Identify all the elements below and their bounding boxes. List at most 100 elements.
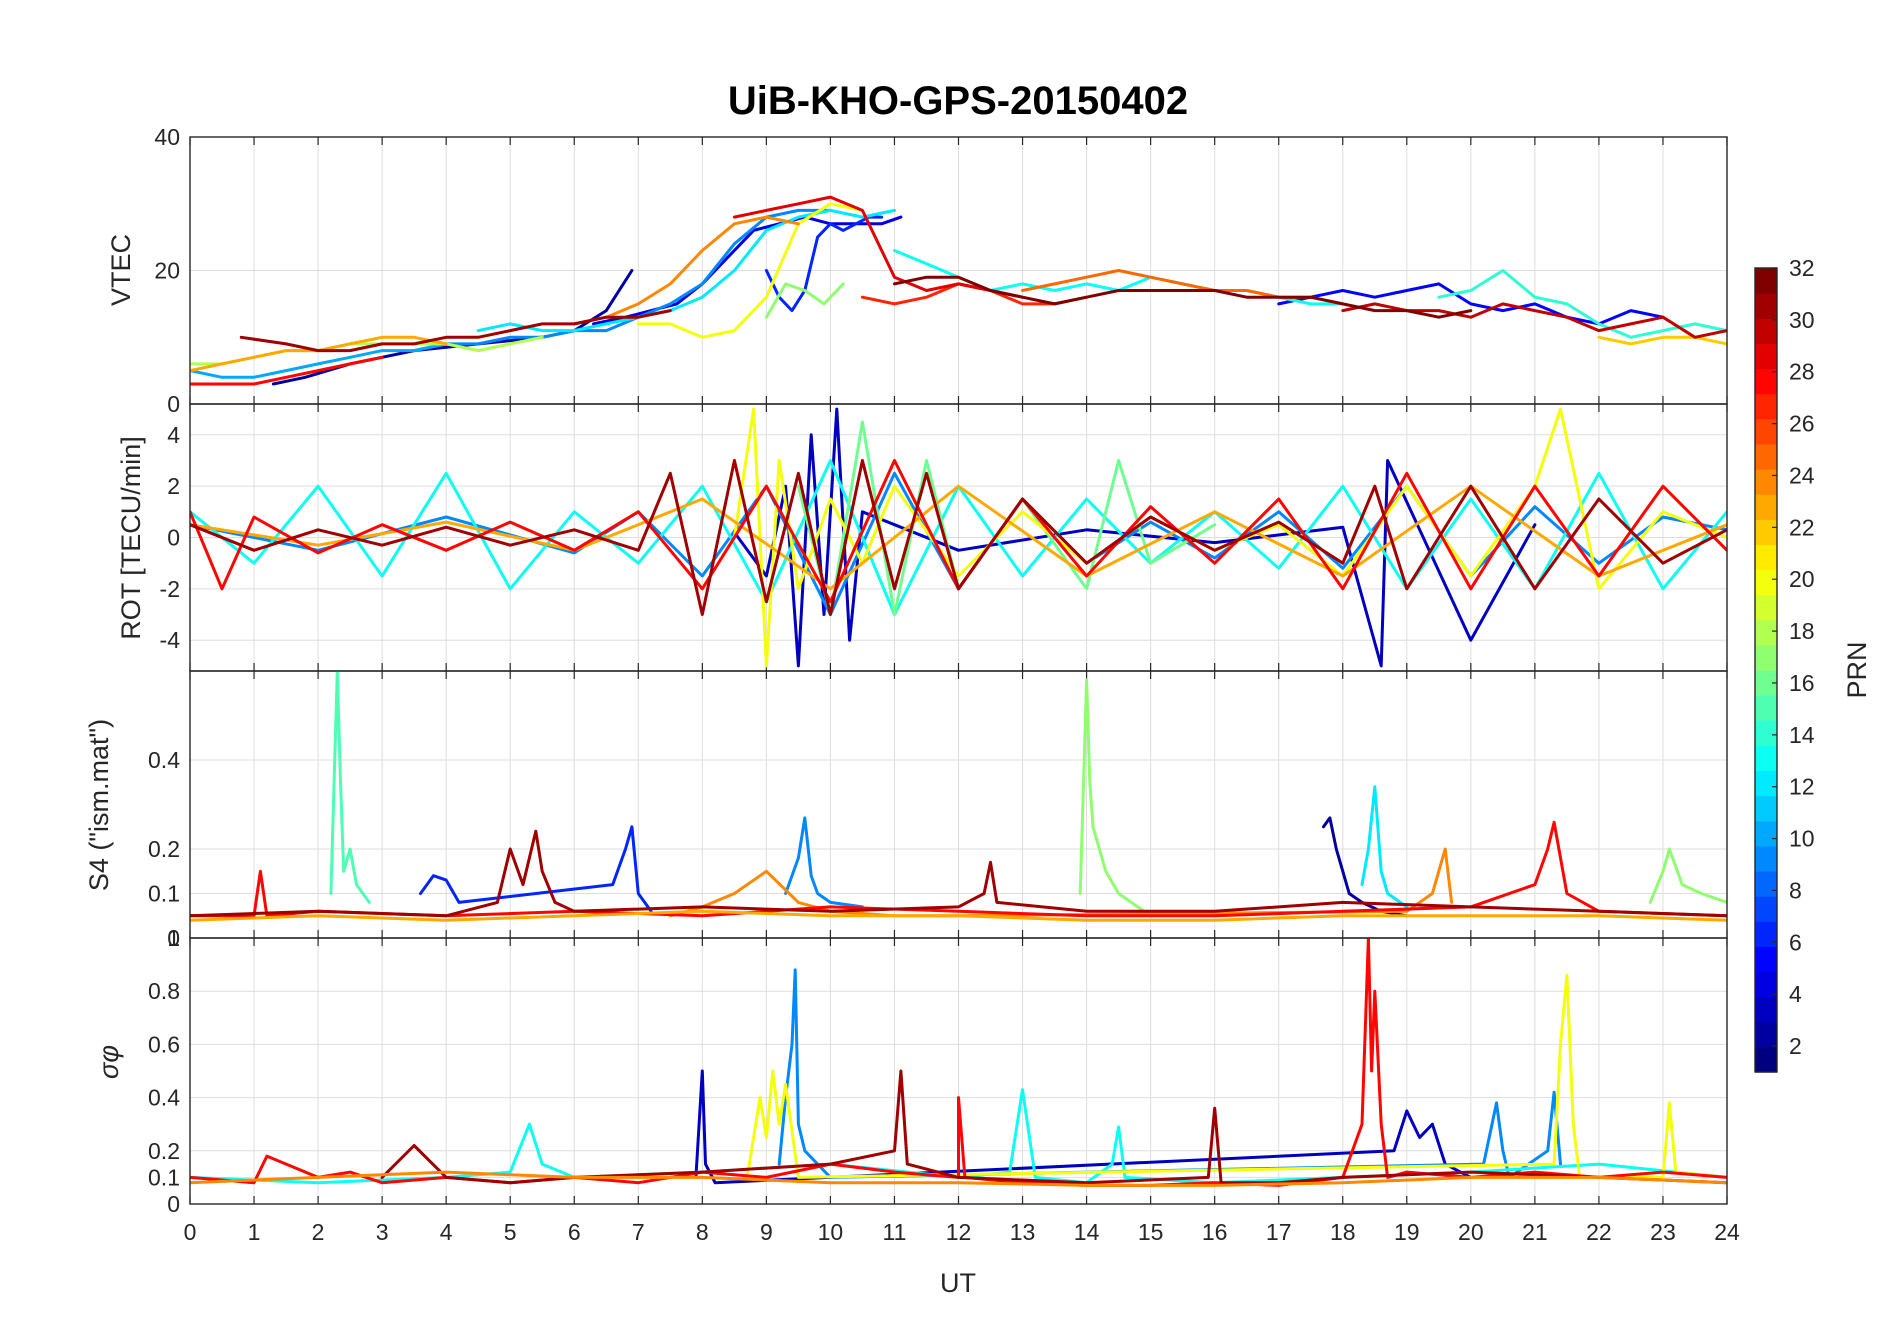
x-tick-label: 0: [184, 1219, 197, 1245]
rot-y-label: ROT [TECU/min]: [116, 436, 146, 640]
x-tick-label: 5: [504, 1219, 517, 1245]
y-tick-label: 0.1: [148, 881, 180, 907]
y-tick-label: 0.1: [148, 1164, 180, 1190]
series-prn-12: [476, 208, 896, 333]
series-prn-6: [764, 215, 884, 313]
x-tick-label: 3: [376, 1219, 389, 1245]
colorbar-swatches: [1755, 268, 1777, 1073]
colorbar-tick-label: 16: [1789, 670, 1815, 696]
y-tick-label: 1: [167, 925, 180, 951]
series-prn-10: [190, 342, 448, 379]
colorbar-swatch-25: [1755, 443, 1777, 470]
y-tick-label: 0.6: [148, 1031, 180, 1057]
x-tick-label: 20: [1458, 1219, 1484, 1245]
colorbar-tick-label: 4: [1789, 981, 1802, 1007]
s4-y-label: S4 ("ism.mat"): [84, 719, 114, 891]
x-tick-label: 1: [248, 1219, 261, 1245]
colorbar-swatch-9: [1755, 845, 1777, 872]
series-prn-31: [190, 829, 1727, 918]
x-axis-label: UT: [940, 1268, 976, 1298]
x-tick-label: 7: [632, 1219, 645, 1245]
series-prn-17: [764, 282, 845, 319]
x-tick-label: 13: [1010, 1219, 1036, 1245]
colorbar-swatch-10: [1755, 820, 1777, 847]
y-tick-label: 4: [167, 422, 180, 448]
x-tick-label: 11: [883, 1219, 907, 1245]
series-prn-20: [745, 973, 1727, 1179]
vtec-grid: [189, 136, 1728, 405]
x-tick-label: 14: [1074, 1219, 1100, 1245]
sigma-series: [190, 938, 1727, 1187]
colorbar-swatch-14: [1755, 720, 1777, 746]
colorbar-tick-label: 18: [1789, 618, 1815, 644]
series-prn-20: [636, 202, 864, 339]
colorbar-swatch-21: [1755, 544, 1777, 571]
y-tick-label: 0.4: [148, 747, 180, 773]
series-prn-17: [1648, 847, 1727, 904]
colorbar-swatch-31: [1755, 293, 1777, 319]
colorbar-swatch-1: [1755, 1046, 1777, 1073]
y-tick-label: 20: [154, 258, 180, 284]
rot-series: [190, 407, 1727, 668]
colorbar-swatch-16: [1755, 670, 1777, 696]
x-tick-labels: 0 1 2 3 4 5 6 7 8 9 10 11 12 13 14 15 16 17 18 19 20 21 22 23 24: [184, 1219, 1740, 1245]
colorbar-swatch-28: [1755, 368, 1777, 395]
y-tick-label: 0.2: [148, 836, 180, 862]
colorbar-swatch-19: [1755, 594, 1777, 621]
series-prn-17: [1078, 678, 1153, 918]
series-prn-23: [190, 909, 1727, 922]
vtec-series: [190, 195, 1727, 386]
x-tick-label: 4: [440, 1219, 453, 1245]
colorbar-swatch-11: [1755, 795, 1777, 822]
colorbar-swatch-29: [1755, 343, 1777, 370]
panel-s4: 0 0.1 0.2 0.4 S4 ("ism.mat"): [84, 670, 1728, 951]
colorbar-label: PRN: [1842, 641, 1872, 698]
colorbar-swatch-24: [1755, 469, 1777, 495]
series-prn-6: [419, 825, 653, 913]
x-tick-label: 9: [760, 1219, 773, 1245]
series-prn-28: [190, 820, 1727, 918]
x-tick-label: 10: [818, 1219, 844, 1245]
colorbar-tick-label: 30: [1789, 307, 1815, 333]
colorbar-tick-label: 24: [1789, 462, 1815, 488]
x-tick-label: 18: [1330, 1219, 1356, 1245]
colorbar-tick-label: 2: [1789, 1033, 1802, 1059]
y-tick-label: 0.2: [148, 1138, 180, 1164]
x-tick-label: 16: [1202, 1219, 1228, 1245]
colorbar-swatch-12: [1755, 770, 1777, 797]
x-tick-label: 21: [1522, 1219, 1548, 1245]
rot-y-ticks: -4 -2 0 2 4: [160, 422, 181, 653]
vtec-y-label: VTEC: [106, 234, 136, 306]
x-tick-label: 12: [946, 1219, 972, 1245]
colorbar-swatch-4: [1755, 971, 1777, 998]
x-tick-label: 8: [696, 1219, 709, 1245]
colorbar-swatch-30: [1755, 318, 1777, 344]
colorbar-swatch-8: [1755, 871, 1777, 897]
series-prn-31: [380, 1069, 1727, 1185]
chart-title: UiB-KHO-GPS-20150402: [728, 79, 1188, 123]
series-prn-14: [1437, 269, 1727, 339]
colorbar-swatch-20: [1755, 569, 1777, 596]
x-tick-label: 15: [1138, 1219, 1164, 1245]
series-prn-9: [777, 968, 1562, 1179]
series-prn-9: [784, 816, 864, 909]
colorbar-tick-label: 6: [1789, 929, 1802, 955]
colorbar-swatch-2: [1755, 1021, 1777, 1048]
y-tick-label: 2: [167, 473, 180, 499]
series-prn-31: [190, 459, 1727, 616]
colorbar-swatch-5: [1755, 946, 1777, 973]
x-tick-label: 17: [1266, 1219, 1292, 1245]
colorbar-tick-label: 22: [1789, 514, 1815, 540]
colorbar-tick-label: 12: [1789, 774, 1815, 800]
colorbar-swatch-7: [1755, 896, 1777, 922]
sigma-axes-frame: [189, 937, 1728, 1205]
y-tick-label: 0.8: [148, 978, 180, 1004]
series-prn-15: [329, 671, 371, 904]
x-tick-label: 22: [1586, 1219, 1612, 1245]
s4-grid: [189, 671, 1728, 939]
colorbar-frame: [1754, 267, 1778, 1073]
series-prn-32: [893, 275, 1473, 319]
colorbar-tick-label: 28: [1789, 359, 1815, 385]
